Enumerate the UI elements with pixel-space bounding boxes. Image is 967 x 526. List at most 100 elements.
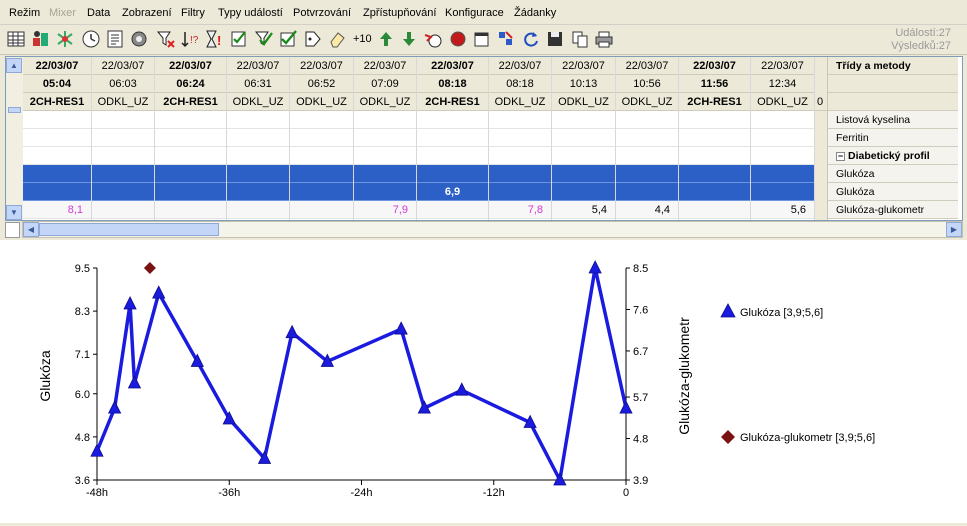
document-icon[interactable] [104,28,126,50]
print-icon[interactable] [593,28,615,50]
grid-column[interactable]: 22/03/07 12:34 ODKL_UZ 5,6 [751,57,815,220]
refresh-icon[interactable] [520,28,542,50]
column-date[interactable]: 22/03/07 [354,57,416,75]
menu-rezim[interactable]: Režim [9,7,41,19]
column-time[interactable]: 06:24 [155,75,226,93]
column-source[interactable]: 2CH-RES1 [155,93,226,111]
quick-icon[interactable] [422,28,444,50]
column-date[interactable]: 22/03/07 [290,57,353,75]
menu-zadanky[interactable]: Žádanky [514,7,557,19]
network-icon[interactable] [54,28,76,50]
column-time[interactable]: 12:34 [751,75,814,93]
column-time[interactable]: 07:09 [354,75,416,93]
sort-icon[interactable]: !? [179,28,201,50]
cell-glukoza[interactable] [552,183,615,201]
grid-column[interactable]: 22/03/07 06:52 ODKL_UZ [290,57,354,220]
scroll-left-button[interactable]: ◀ [23,222,39,237]
menu-filtry[interactable]: Filtry [181,7,205,19]
eraser-icon[interactable] [326,28,348,50]
record-icon[interactable] [447,28,469,50]
column-date[interactable]: 22/03/07 [679,57,750,75]
edit-icon[interactable] [495,28,517,50]
column-time[interactable]: 10:13 [552,75,615,93]
column-source[interactable]: 2CH-RES1 [679,93,750,111]
menu-konfigurace[interactable]: Konfigurace [445,7,504,19]
cell-glukometr[interactable]: 4,4 [654,204,670,216]
grid-column[interactable]: 22/03/07 10:13 ODKL_UZ 5,4 [552,57,616,220]
cell-glukometr[interactable]: 7,8 [527,204,543,216]
column-time[interactable]: 08:18 [489,75,551,93]
menu-data[interactable]: Data [87,7,111,19]
grid-row-diabeticky-profil[interactable] [23,147,818,165]
hourglass-alert-icon[interactable]: ! [203,28,225,50]
vertical-scroll-thumb[interactable] [8,107,21,113]
group-collapse-toggle[interactable]: − [836,151,845,161]
scroll-right-button[interactable]: ▶ [946,222,962,237]
cell-glukometr[interactable] [227,201,289,219]
tag-icon[interactable] [302,28,324,50]
grid-row-listova[interactable] [23,111,818,129]
column-date[interactable]: 22/03/07 [489,57,551,75]
column-source[interactable]: ODKL_UZ [290,93,353,111]
column-source[interactable]: ODKL_UZ [552,93,615,111]
cell-glukoza[interactable]: 6,9 [444,186,461,198]
cell-glukometr[interactable] [92,201,154,219]
cell-glukometr[interactable] [155,201,226,219]
column-date[interactable]: 22/03/07 [616,57,678,75]
column-source[interactable]: ODKL_UZ [489,93,551,111]
vertical-scrollbar[interactable]: ▲ ▼ [6,57,23,220]
settings-icon[interactable] [128,28,150,50]
cell-glukometr[interactable] [417,201,488,219]
cell-glukometr[interactable]: 5,6 [790,204,806,216]
cell-glukometr[interactable] [290,201,353,219]
column-time[interactable]: 08:18 [417,75,488,93]
grid-row-glukometr[interactable] [23,201,818,219]
arrow-down-icon[interactable] [398,28,420,50]
cell-glukometr[interactable]: 5,4 [591,204,607,216]
cell-glukoza[interactable] [290,183,353,201]
column-time[interactable]: 10:56 [616,75,678,93]
grid-row-glukoza-2[interactable] [23,183,818,201]
grid-column[interactable]: 22/03/07 08:18 ODKL_UZ 7,8 [489,57,552,220]
column-time[interactable]: 05:04 [23,75,91,93]
column-time[interactable]: 06:03 [92,75,154,93]
cell-glukometr[interactable]: 7,9 [392,204,408,216]
column-date[interactable]: 22/03/07 [751,57,814,75]
cell-glukoza[interactable] [155,183,226,201]
scroll-down-button[interactable]: ▼ [6,205,22,220]
cell-glukoza[interactable] [23,183,91,201]
grid-column[interactable]: 22/03/07 08:18 2CH-RES1 6,9 [417,57,489,220]
menu-zobrazeni[interactable]: Zobrazení [122,7,172,19]
clock-icon[interactable] [80,28,102,50]
cell-glukoza[interactable] [679,183,750,201]
column-source[interactable]: ODKL_UZ [616,93,678,111]
cell-glukoza[interactable] [227,183,289,201]
cell-glukoza[interactable] [616,183,678,201]
grid-column[interactable]: 22/03/07 10:56 ODKL_UZ 4,4 [616,57,679,220]
column-date[interactable]: 22/03/07 [552,57,615,75]
scroll-up-button[interactable]: ▲ [6,58,22,73]
column-source[interactable]: ODKL_UZ [354,93,416,111]
column-time[interactable]: 06:31 [227,75,289,93]
grid-row-glukoza-1[interactable] [23,165,818,183]
column-date[interactable]: 22/03/07 [92,57,154,75]
column-date[interactable]: 22/03/07 [23,57,91,75]
arrow-up-icon[interactable] [375,28,397,50]
checklist-icon[interactable] [228,28,250,50]
menu-zpristupnovani[interactable]: Zpřístupňování [363,7,437,19]
menu-typy-udalosti[interactable]: Typy událostí [218,7,283,19]
calendar-icon[interactable] [471,28,493,50]
column-source[interactable]: 2CH-RES1 [417,93,488,111]
horizontal-scrollbar[interactable]: ◀ ▶ [22,221,963,238]
cell-glukometr[interactable]: 8,1 [67,204,83,216]
filter-icon[interactable] [155,28,177,50]
cell-glukoza[interactable] [354,183,416,201]
plus10-button[interactable]: +10 [353,33,372,45]
column-date[interactable]: 22/03/07 [417,57,488,75]
copy-icon[interactable] [569,28,591,50]
grid-column[interactable]: 22/03/07 06:24 2CH-RES1 [155,57,227,220]
save-icon[interactable] [544,28,566,50]
grid-row-ferritin[interactable] [23,129,818,147]
column-date[interactable]: 22/03/07 [155,57,226,75]
column-time[interactable]: 06:52 [290,75,353,93]
